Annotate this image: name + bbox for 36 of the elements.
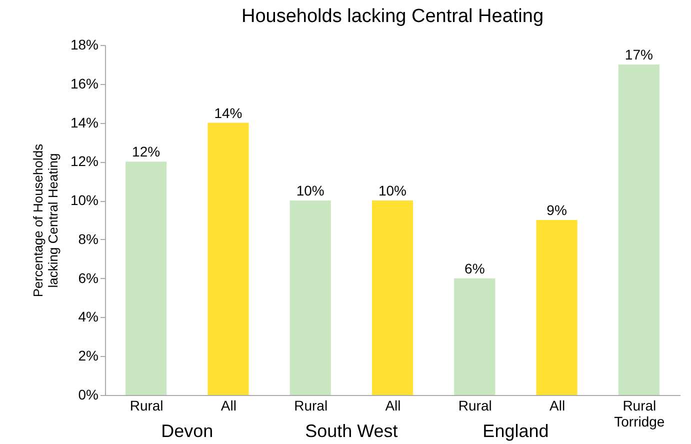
y-tick-label: 6% — [78, 270, 98, 286]
bar — [126, 162, 167, 395]
bar — [454, 278, 496, 395]
y-tick-label: 10% — [70, 192, 98, 208]
y-tick-label: 16% — [70, 75, 98, 92]
bar — [290, 200, 331, 395]
y-tick-label: 12% — [70, 153, 98, 170]
data-label: 9% — [546, 202, 567, 218]
text: England — [482, 421, 549, 441]
x-tick-label: Rural — [130, 398, 164, 414]
x-tick-label: All — [220, 398, 236, 414]
x-tick-label: All — [385, 398, 401, 414]
data-label: 17% — [624, 46, 653, 62]
text: South West — [305, 421, 398, 441]
text: Devon — [161, 421, 214, 441]
data-label: 14% — [214, 104, 242, 121]
y-tick-label: 8% — [78, 230, 98, 247]
data-label: 6% — [464, 260, 485, 276]
y-tick-label: 18% — [70, 36, 98, 52]
y-tick-label: 14% — [70, 114, 98, 130]
data-label: 12% — [132, 144, 160, 160]
bar — [372, 200, 414, 395]
data-label: 10% — [378, 182, 407, 199]
y-axis-title: Percentage of Households lacking Central Heating — [30, 143, 60, 298]
x-tick-label: Rural Torridge — [614, 398, 665, 430]
chart-title: Households lacking Central Heating — [241, 6, 544, 27]
data-label: 10% — [296, 182, 324, 199]
x-tick-label: Rural — [294, 398, 328, 414]
y-tick-label: 2% — [78, 348, 98, 364]
x-tick-label: All — [550, 398, 566, 414]
y-tick-label: 4% — [78, 308, 98, 325]
y-tick-label: 0% — [78, 386, 98, 402]
x-tick-label: Rural — [458, 398, 492, 414]
bar — [618, 64, 660, 395]
bar — [536, 220, 578, 395]
bar — [208, 122, 249, 395]
